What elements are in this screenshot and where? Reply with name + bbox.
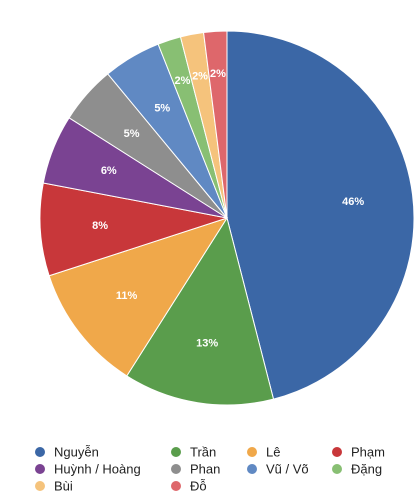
value-label: 6% bbox=[101, 165, 117, 177]
value-label: 46% bbox=[342, 196, 364, 208]
pie-slice bbox=[203, 30, 228, 219]
legend-marker bbox=[247, 464, 257, 474]
legend-label: Lê bbox=[266, 444, 280, 459]
legend-marker bbox=[171, 481, 181, 491]
legend-label: Trần bbox=[190, 444, 216, 459]
legend-marker bbox=[171, 447, 181, 457]
legend-label: Phạm bbox=[351, 444, 385, 459]
legend-marker bbox=[332, 447, 342, 457]
value-label: 8% bbox=[92, 220, 108, 232]
pie-slice bbox=[48, 217, 229, 377]
legend-marker bbox=[35, 481, 45, 491]
pie-slice bbox=[226, 30, 415, 400]
legend-marker bbox=[332, 464, 342, 474]
value-label: 2% bbox=[175, 75, 191, 87]
legend-marker bbox=[35, 464, 45, 474]
legend-marker bbox=[35, 447, 45, 457]
value-label: 2% bbox=[210, 68, 226, 80]
value-label: 5% bbox=[154, 102, 170, 114]
legend-marker bbox=[171, 464, 181, 474]
value-label: 11% bbox=[116, 290, 138, 302]
pie-slice bbox=[126, 216, 275, 406]
legend-label: Vũ / Võ bbox=[266, 461, 309, 476]
legend-label: Huỳnh / Hoàng bbox=[54, 461, 141, 476]
legend-label: Đặng bbox=[351, 461, 382, 476]
pie-slice bbox=[39, 182, 228, 277]
value-label: 5% bbox=[124, 128, 140, 140]
legend-marker bbox=[247, 447, 257, 457]
legend-label: Đỗ bbox=[190, 478, 207, 493]
legend-label: Bùi bbox=[54, 478, 73, 493]
value-label: 13% bbox=[196, 338, 218, 350]
value-label: 2% bbox=[192, 70, 208, 82]
legend-label: Phan bbox=[190, 461, 220, 476]
legend-label: Nguyễn bbox=[54, 444, 99, 459]
